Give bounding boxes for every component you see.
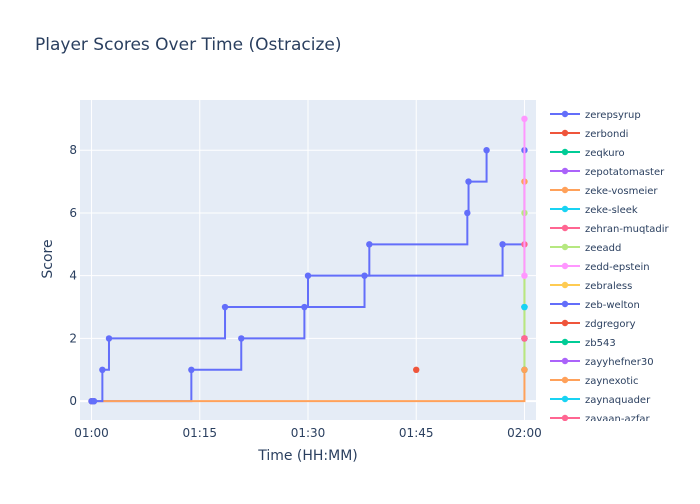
- legend-swatch-marker: [561, 319, 569, 327]
- legend-label: zerepsyrup: [585, 110, 641, 121]
- legend-label: zeke-sleek: [585, 205, 638, 216]
- legend-swatch-marker: [561, 110, 569, 118]
- legend-label: zeqkuro: [585, 148, 625, 159]
- data-point: [90, 397, 98, 405]
- x-tick-label: 01:00: [74, 426, 109, 440]
- legend-item-zaynexotic[interactable]: zaynexotic: [550, 376, 639, 387]
- legend-swatch-marker: [561, 262, 569, 270]
- series-zerbondi: [413, 366, 420, 374]
- plot-area: 01:00 01:15 01:30 01:45 02:00 0 2 4 6 8: [69, 100, 542, 440]
- legend-label: zeke-vosmeier: [585, 186, 658, 197]
- legend-item-zerbondi[interactable]: zerbondi: [550, 129, 628, 140]
- legend-swatch-marker: [561, 300, 569, 308]
- legend-label: zehran-muqtadir: [585, 224, 670, 235]
- legend-swatch-marker: [561, 129, 569, 137]
- series-zaynexotic: [521, 366, 528, 374]
- series-zaynaquader: [521, 303, 528, 311]
- legend-label: zeb-welton: [585, 300, 640, 311]
- data-point: [483, 146, 490, 154]
- legend-swatch-marker: [561, 338, 569, 346]
- x-axis-label: Time (HH:MM): [257, 448, 358, 464]
- legend-swatch-marker: [561, 205, 569, 213]
- data-point: [499, 241, 506, 248]
- legend-swatch-marker: [561, 281, 569, 289]
- series-zedd-epstein: [521, 115, 528, 279]
- x-tick-label: 01:45: [399, 426, 434, 440]
- legend-swatch-marker: [561, 186, 569, 194]
- legend-item-zeke-sleek[interactable]: zeke-sleek: [550, 205, 638, 216]
- data-point: [304, 272, 312, 279]
- legend-item-zedd-epstein[interactable]: zedd-epstein: [550, 262, 650, 273]
- y-tick-label: 0: [69, 394, 77, 408]
- legend-swatch-marker: [561, 414, 569, 421]
- legend-swatch-marker: [561, 357, 569, 365]
- legend-label: zdgregory: [585, 319, 636, 330]
- legend-item-zeqkuro[interactable]: zeqkuro: [550, 148, 625, 159]
- legend-item-zeb-welton[interactable]: zeb-welton: [550, 300, 640, 311]
- data-point: [521, 115, 528, 123]
- legend-label: zaynaquader: [585, 395, 651, 406]
- legend-item-zb543[interactable]: zb543: [550, 338, 616, 349]
- y-tick-label: 6: [69, 206, 77, 220]
- data-point: [188, 366, 195, 374]
- legend-item-zdgregory[interactable]: zdgregory: [550, 319, 636, 330]
- data-point: [105, 335, 113, 342]
- legend-item-zayyhefner30[interactable]: zayyhefner30: [550, 357, 654, 368]
- data-point: [366, 241, 373, 248]
- data-point: [221, 303, 229, 311]
- data-point: [521, 272, 528, 279]
- data-point: [521, 335, 528, 342]
- legend-item-zerepsyrup[interactable]: zerepsyrup: [550, 110, 641, 121]
- legend-swatch-marker: [561, 167, 569, 175]
- legend-swatch-marker: [561, 243, 569, 251]
- legend-label: zeeadd: [585, 243, 621, 254]
- series-zayaan-azfar: [521, 335, 528, 342]
- legend-item-zeke-vosmeier[interactable]: zeke-vosmeier: [550, 186, 658, 197]
- x-tick-label: 02:00: [507, 426, 542, 440]
- legend-label: zayyhefner30: [585, 357, 654, 368]
- legend-label: zb543: [585, 338, 616, 349]
- data-point: [465, 178, 472, 185]
- legend-item-zaynaquader[interactable]: zaynaquader: [550, 395, 651, 406]
- x-tick-label: 01:30: [291, 426, 326, 440]
- series-line: [91, 150, 488, 403]
- legend-swatch-marker: [561, 148, 569, 156]
- legend-swatch-marker: [561, 224, 569, 232]
- chart-title: Player Scores Over Time (Ostracize): [35, 35, 342, 55]
- x-tick-label: 01:15: [182, 426, 217, 440]
- data-point: [521, 303, 528, 311]
- legend-swatch-marker: [561, 376, 569, 384]
- legend-label: zedd-epstein: [585, 262, 650, 273]
- legend-item-zayaan-azfar[interactable]: zayaan-azfar: [550, 414, 651, 425]
- legend-items: zerepsyrup zerbondi zeqkuro zepotatomaster z…: [550, 110, 670, 425]
- legend-label: zebraless: [585, 281, 632, 292]
- legend-label: zepotatomaster: [585, 167, 665, 178]
- legend-item-zeeadd[interactable]: zeeadd: [550, 243, 621, 254]
- legend-item-zehran-muqtadir[interactable]: zehran-muqtadir: [550, 224, 670, 235]
- y-tick-label: 8: [69, 143, 77, 157]
- legend-label: zayaan-azfar: [585, 414, 651, 425]
- data-point: [99, 366, 106, 374]
- y-axis-label: Score: [40, 239, 56, 278]
- series-zeb-welton: [88, 146, 490, 405]
- legend-swatch-marker: [561, 395, 569, 403]
- legend-item-zepotatomaster[interactable]: zepotatomaster: [550, 167, 665, 178]
- data-point: [413, 366, 420, 374]
- legend-item-zebraless[interactable]: zebraless: [550, 281, 632, 292]
- legend[interactable]: zerepsyrup zerbondi zeqkuro zepotatomaster z…: [550, 110, 670, 425]
- y-tick-label: 4: [69, 269, 77, 283]
- legend-label: zerbondi: [585, 129, 628, 140]
- y-tick-label: 2: [69, 331, 77, 345]
- legend-label: zaynexotic: [585, 376, 639, 387]
- data-point: [238, 335, 245, 342]
- data-point: [521, 366, 528, 374]
- data-point: [464, 209, 471, 217]
